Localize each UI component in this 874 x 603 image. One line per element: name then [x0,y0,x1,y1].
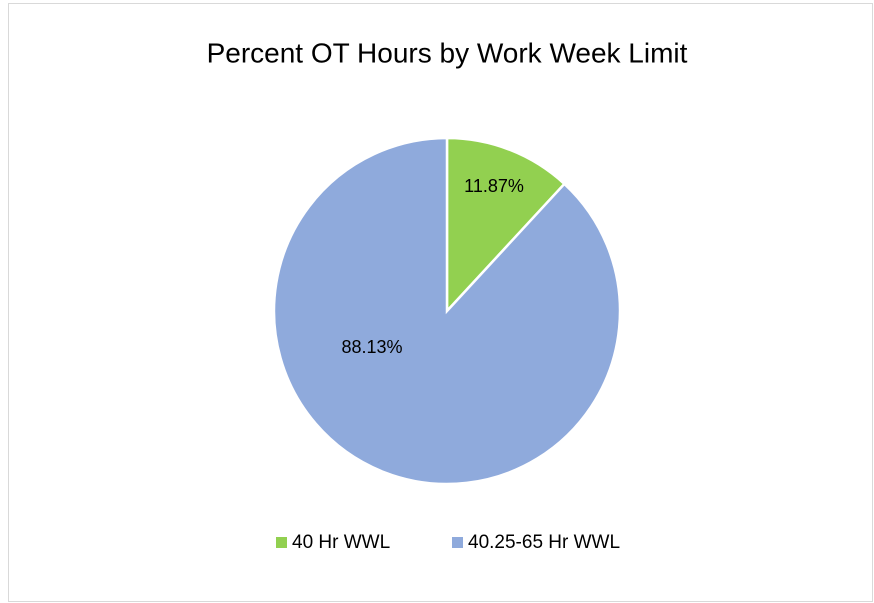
legend-label: 40.25-65 Hr WWL [468,532,620,553]
pie-slice [445,136,567,315]
data-label: 11.87% [464,176,524,196]
data-label: 88.13% [341,337,402,357]
legend-swatch [452,537,463,548]
chart-title: Percent OT Hours by Work Week Limit [207,37,688,68]
legend-swatch [276,537,287,548]
pie-slice [272,136,622,486]
legend-label: 40 Hr WWL [292,532,390,553]
